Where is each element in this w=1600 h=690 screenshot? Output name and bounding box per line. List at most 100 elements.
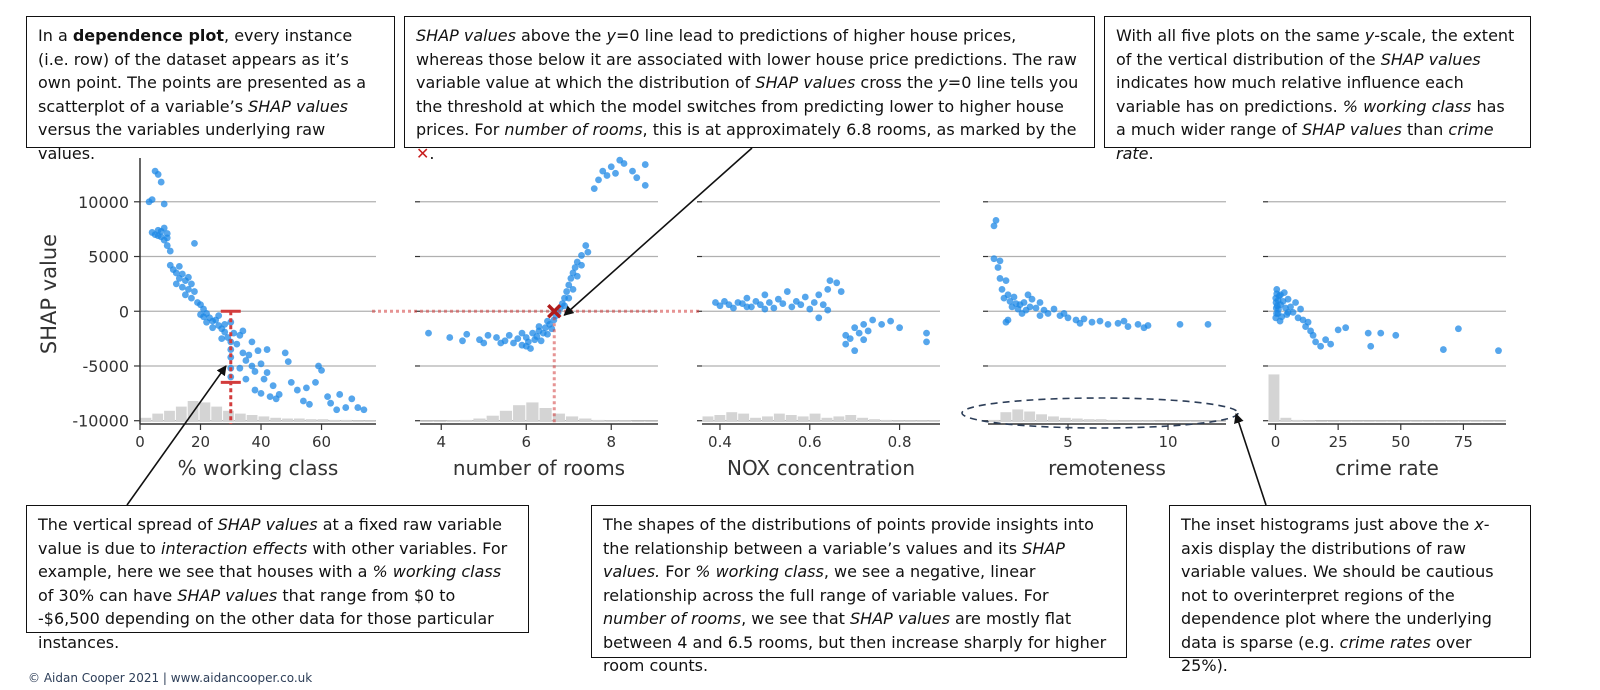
histogram-bar <box>579 418 592 422</box>
data-point <box>990 222 998 230</box>
histogram-bar <box>164 410 175 422</box>
data-point <box>459 337 466 345</box>
data-point <box>191 288 198 295</box>
data-point <box>544 317 551 325</box>
histogram-bar <box>234 413 246 422</box>
histogram-bar <box>1000 412 1012 422</box>
arrow-to-spread <box>126 365 227 506</box>
footer-credit: © Aidan Cooper 2021 | www.aidancooper.co… <box>28 671 313 685</box>
data-point <box>166 247 174 255</box>
data-point <box>209 324 217 332</box>
data-point <box>851 347 859 355</box>
data-point <box>260 375 268 383</box>
histogram-bar <box>152 413 164 422</box>
data-point <box>561 302 568 310</box>
data-point <box>1120 317 1128 325</box>
histogram-bar <box>317 419 329 422</box>
data-point <box>1297 305 1304 313</box>
data-point <box>590 185 598 193</box>
data-point <box>1060 310 1068 317</box>
arrow-to-threshold <box>563 147 753 316</box>
histogram-bar <box>1119 420 1131 422</box>
histogram-bar <box>632 421 645 422</box>
histogram-bar <box>726 412 738 422</box>
histogram-bar <box>592 419 605 422</box>
callout-y-scale: With all five plots on the same y-scale,… <box>1104 16 1531 163</box>
data-point <box>497 339 505 347</box>
data-point <box>996 257 1004 265</box>
data-point <box>239 349 247 357</box>
histogram-bar <box>552 413 565 422</box>
histogram-bar <box>499 410 513 422</box>
x-tick-label: 6 <box>521 433 531 451</box>
data-point <box>293 386 301 394</box>
data-point <box>257 389 265 397</box>
data-point <box>221 320 229 328</box>
histogram-bar <box>305 419 317 422</box>
histogram-bar <box>773 413 785 422</box>
histogram-bar <box>446 420 460 422</box>
histogram-bar <box>420 421 433 422</box>
y-tick-label: -10000 <box>72 412 129 431</box>
callout-dependence-plot: In a dependence plot, every instance (i.… <box>26 16 395 163</box>
histogram-bar <box>785 415 797 422</box>
data-point <box>493 334 500 341</box>
data-point <box>306 400 313 408</box>
data-point <box>1080 315 1088 323</box>
data-point <box>563 288 571 295</box>
data-point <box>1327 340 1335 348</box>
y-axis-label: SHAP value <box>37 234 61 354</box>
data-point <box>1096 317 1104 325</box>
histogram-bar <box>892 420 904 422</box>
data-point <box>163 234 171 242</box>
data-point <box>996 275 1004 282</box>
callout-interaction-effects: The vertical spread of SHAP values at a … <box>26 505 529 652</box>
data-point <box>1028 295 1036 303</box>
histogram-bar <box>270 417 282 422</box>
data-point <box>1134 320 1142 328</box>
data-point <box>994 264 1002 271</box>
data-point <box>761 305 769 313</box>
callout-threshold: SHAP values above the y=0 line lead to p… <box>404 16 1095 163</box>
data-point <box>761 291 769 299</box>
callout-distribution-shapes: The shapes of the distributions of point… <box>591 505 1127 675</box>
arrow-to-histogram <box>1234 413 1267 506</box>
data-point <box>565 281 573 289</box>
callout-distribution-shapes-text: The shapes of the distributions of point… <box>603 515 1107 675</box>
data-point <box>607 163 615 171</box>
data-point <box>1064 314 1072 322</box>
data-point <box>896 324 903 332</box>
data-point <box>248 362 256 370</box>
data-point <box>1204 320 1212 328</box>
data-point <box>1289 308 1297 316</box>
data-point <box>242 357 250 364</box>
histogram-bar <box>513 405 526 422</box>
data-point <box>284 358 292 366</box>
data-point <box>178 270 186 278</box>
histogram-bar <box>881 419 892 422</box>
panel-4: 5 10 remoteness <box>983 201 1226 480</box>
data-point <box>175 262 183 270</box>
data-point <box>923 338 930 346</box>
histogram-bar <box>364 420 376 422</box>
data-point <box>160 224 168 232</box>
x-axis-label: NOX concentration <box>727 456 915 480</box>
data-point <box>1010 293 1018 301</box>
data-point <box>518 329 526 337</box>
data-point <box>1104 320 1112 328</box>
data-point <box>990 255 998 263</box>
data-point <box>1309 331 1317 339</box>
x-tick-label: 25 <box>1329 433 1348 451</box>
data-point <box>157 178 165 186</box>
data-point <box>172 269 180 277</box>
data-point <box>730 304 737 312</box>
data-point <box>842 340 850 348</box>
data-point <box>743 294 751 302</box>
x-tick-label: 4 <box>436 433 446 451</box>
data-point <box>765 299 773 306</box>
data-point <box>806 305 814 313</box>
data-point <box>582 242 590 249</box>
data-point <box>641 181 649 189</box>
data-point <box>221 328 229 336</box>
data-point <box>239 327 247 335</box>
